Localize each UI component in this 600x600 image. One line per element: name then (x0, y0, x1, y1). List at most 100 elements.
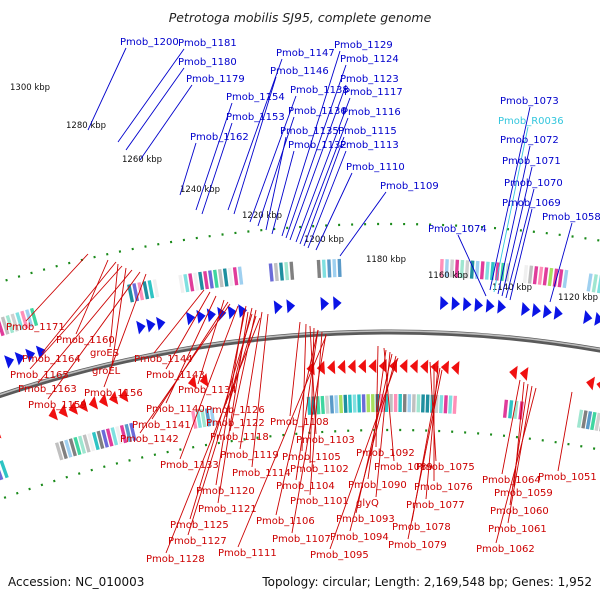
forward-gene-label: Pmob_1138 (290, 85, 349, 96)
forward-gene-arrow (14, 351, 25, 366)
forward-gene-arrow (238, 304, 248, 319)
reverse-feature-band (590, 411, 597, 431)
forward-gene-arrow (497, 299, 506, 314)
reverse-gene-arrow (58, 404, 68, 418)
forward-gene-arrow (156, 316, 166, 331)
reverse-gene-arrow (519, 367, 529, 381)
reverse-gene-label: Pmob_1140 (146, 404, 205, 415)
forward-feature-band (152, 279, 160, 298)
reverse-gene-arrow (199, 373, 209, 387)
reverse-feature-band (87, 433, 96, 452)
forward-feature-band (479, 261, 485, 280)
reverse-feature-band (54, 442, 64, 461)
scale-label: 1140 kbp (492, 283, 532, 293)
reverse-gene-leader (509, 383, 529, 506)
reverse-feature-band (59, 440, 68, 460)
forward-gene-arrow (521, 301, 530, 316)
forward-gene-label: Pmob_1135 (280, 126, 339, 137)
forward-gene-arrow (146, 318, 156, 333)
forward-feature-band (484, 261, 490, 280)
reverse-gene-leader (215, 309, 245, 486)
forward-gene-leader (125, 67, 185, 151)
reverse-feature-band (508, 400, 514, 419)
forward-gene-arrow (286, 299, 296, 314)
reverse-gene-arrow (68, 401, 78, 415)
reverse-gene-arrow (509, 365, 518, 380)
reverse-feature-band (352, 394, 357, 413)
reverse-gene-arrow (420, 359, 429, 374)
reverse-feature-band (434, 394, 439, 414)
forward-gene-arrow (136, 320, 146, 335)
reverse-gene-label: Pmob_1093 (336, 514, 395, 525)
forward-gene-arrow (35, 345, 46, 360)
reverse-feature-band (315, 396, 321, 415)
reverse-feature-band (348, 394, 353, 413)
forward-gene-arrow (196, 309, 206, 324)
reverse-gene-label: Pmob_1163 (18, 384, 77, 395)
reverse-feature-band (209, 407, 216, 426)
forward-gene-label: Pmob_1071 (502, 156, 561, 167)
reverse-gene-label: Pmob_1060 (490, 506, 549, 517)
reverse-feature-band (306, 396, 312, 415)
reverse-gene-arrow (48, 406, 58, 421)
reverse-feature-band (325, 395, 330, 414)
forward-gene-label: Pmob_1123 (340, 74, 399, 85)
reverse-gene-arrow (358, 359, 367, 374)
forward-gene-leader (117, 48, 185, 143)
forward-gene-label: Pmob_1113 (340, 140, 399, 151)
reverse-feature-band (82, 434, 91, 453)
forward-feature-band (183, 273, 190, 293)
forward-feature-band (464, 260, 470, 279)
forward-feature-band (469, 260, 475, 279)
forward-gene-arrow (440, 296, 449, 311)
reverse-feature-band (91, 431, 100, 451)
forward-gene-label: Pmob_1072 (500, 135, 559, 146)
summary-text: Topology: circular; Length: 2,169,548 bp… (261, 575, 592, 589)
forward-feature-band (596, 275, 600, 294)
forward-gene-leader (505, 188, 535, 299)
forward-gene-label: Pmob_1147 (276, 48, 335, 59)
reverse-gene-arrow (451, 361, 460, 375)
forward-gene-leader (195, 102, 233, 211)
reverse-gene-label: Pmob_1141 (132, 420, 191, 431)
forward-feature-band (586, 273, 593, 292)
reverse-feature-band (110, 427, 119, 446)
reverse-gene-label: Pmob_1134 (178, 385, 237, 396)
reverse-gene-label: Pmob_1120 (196, 486, 255, 497)
forward-feature-band (562, 269, 569, 289)
forward-gene-label: Pmob_1116 (342, 107, 401, 118)
reverse-gene-label: Pmob_1092 (356, 448, 415, 459)
reverse-gene-leader (29, 265, 123, 370)
reverse-feature-band (443, 395, 448, 414)
forward-gene-label: Pmob_1181 (178, 38, 237, 49)
reverse-feature-band (594, 412, 600, 431)
outer-guide-circle (0, 222, 600, 284)
reverse-gene-label: Pmob_1104 (276, 481, 335, 492)
forward-gene-label: Pmob_1058 (542, 212, 600, 223)
reverse-feature-band (581, 410, 588, 429)
forward-gene-leader (299, 117, 349, 245)
reverse-gene-label: Pmob_1079 (388, 540, 447, 551)
forward-gene-label: Pmob_1110 (346, 162, 405, 173)
reverse-gene-arrow (187, 375, 197, 389)
forward-gene-leader (289, 84, 347, 241)
forward-feature-band (454, 259, 460, 278)
reverse-feature-band (96, 430, 105, 449)
reverse-gene-leader (103, 273, 147, 388)
reverse-feature-band (334, 395, 339, 414)
forward-gene-leader (509, 208, 533, 301)
forward-gene-label: Pmob_1129 (334, 40, 393, 51)
forward-gene-arrow (594, 311, 600, 326)
reverse-feature-band (200, 408, 207, 428)
reverse-gene-label: Pmob_1076 (414, 482, 473, 493)
forward-feature-band (193, 272, 200, 291)
reverse-gene-leader (151, 301, 229, 420)
reverse-feature-band (0, 469, 4, 481)
scale-label: 1280 kbp (66, 121, 106, 131)
reverse-gene-leader (383, 347, 395, 462)
scale-label: 1120 kbp (558, 293, 598, 303)
forward-gene-leader (295, 97, 351, 243)
map-title: Petrotoga mobilis SJ95, complete genome (169, 10, 432, 25)
reverse-gene-label: Pmob_1059 (494, 488, 553, 499)
forward-gene-label: Pmob_1074 (428, 224, 487, 235)
